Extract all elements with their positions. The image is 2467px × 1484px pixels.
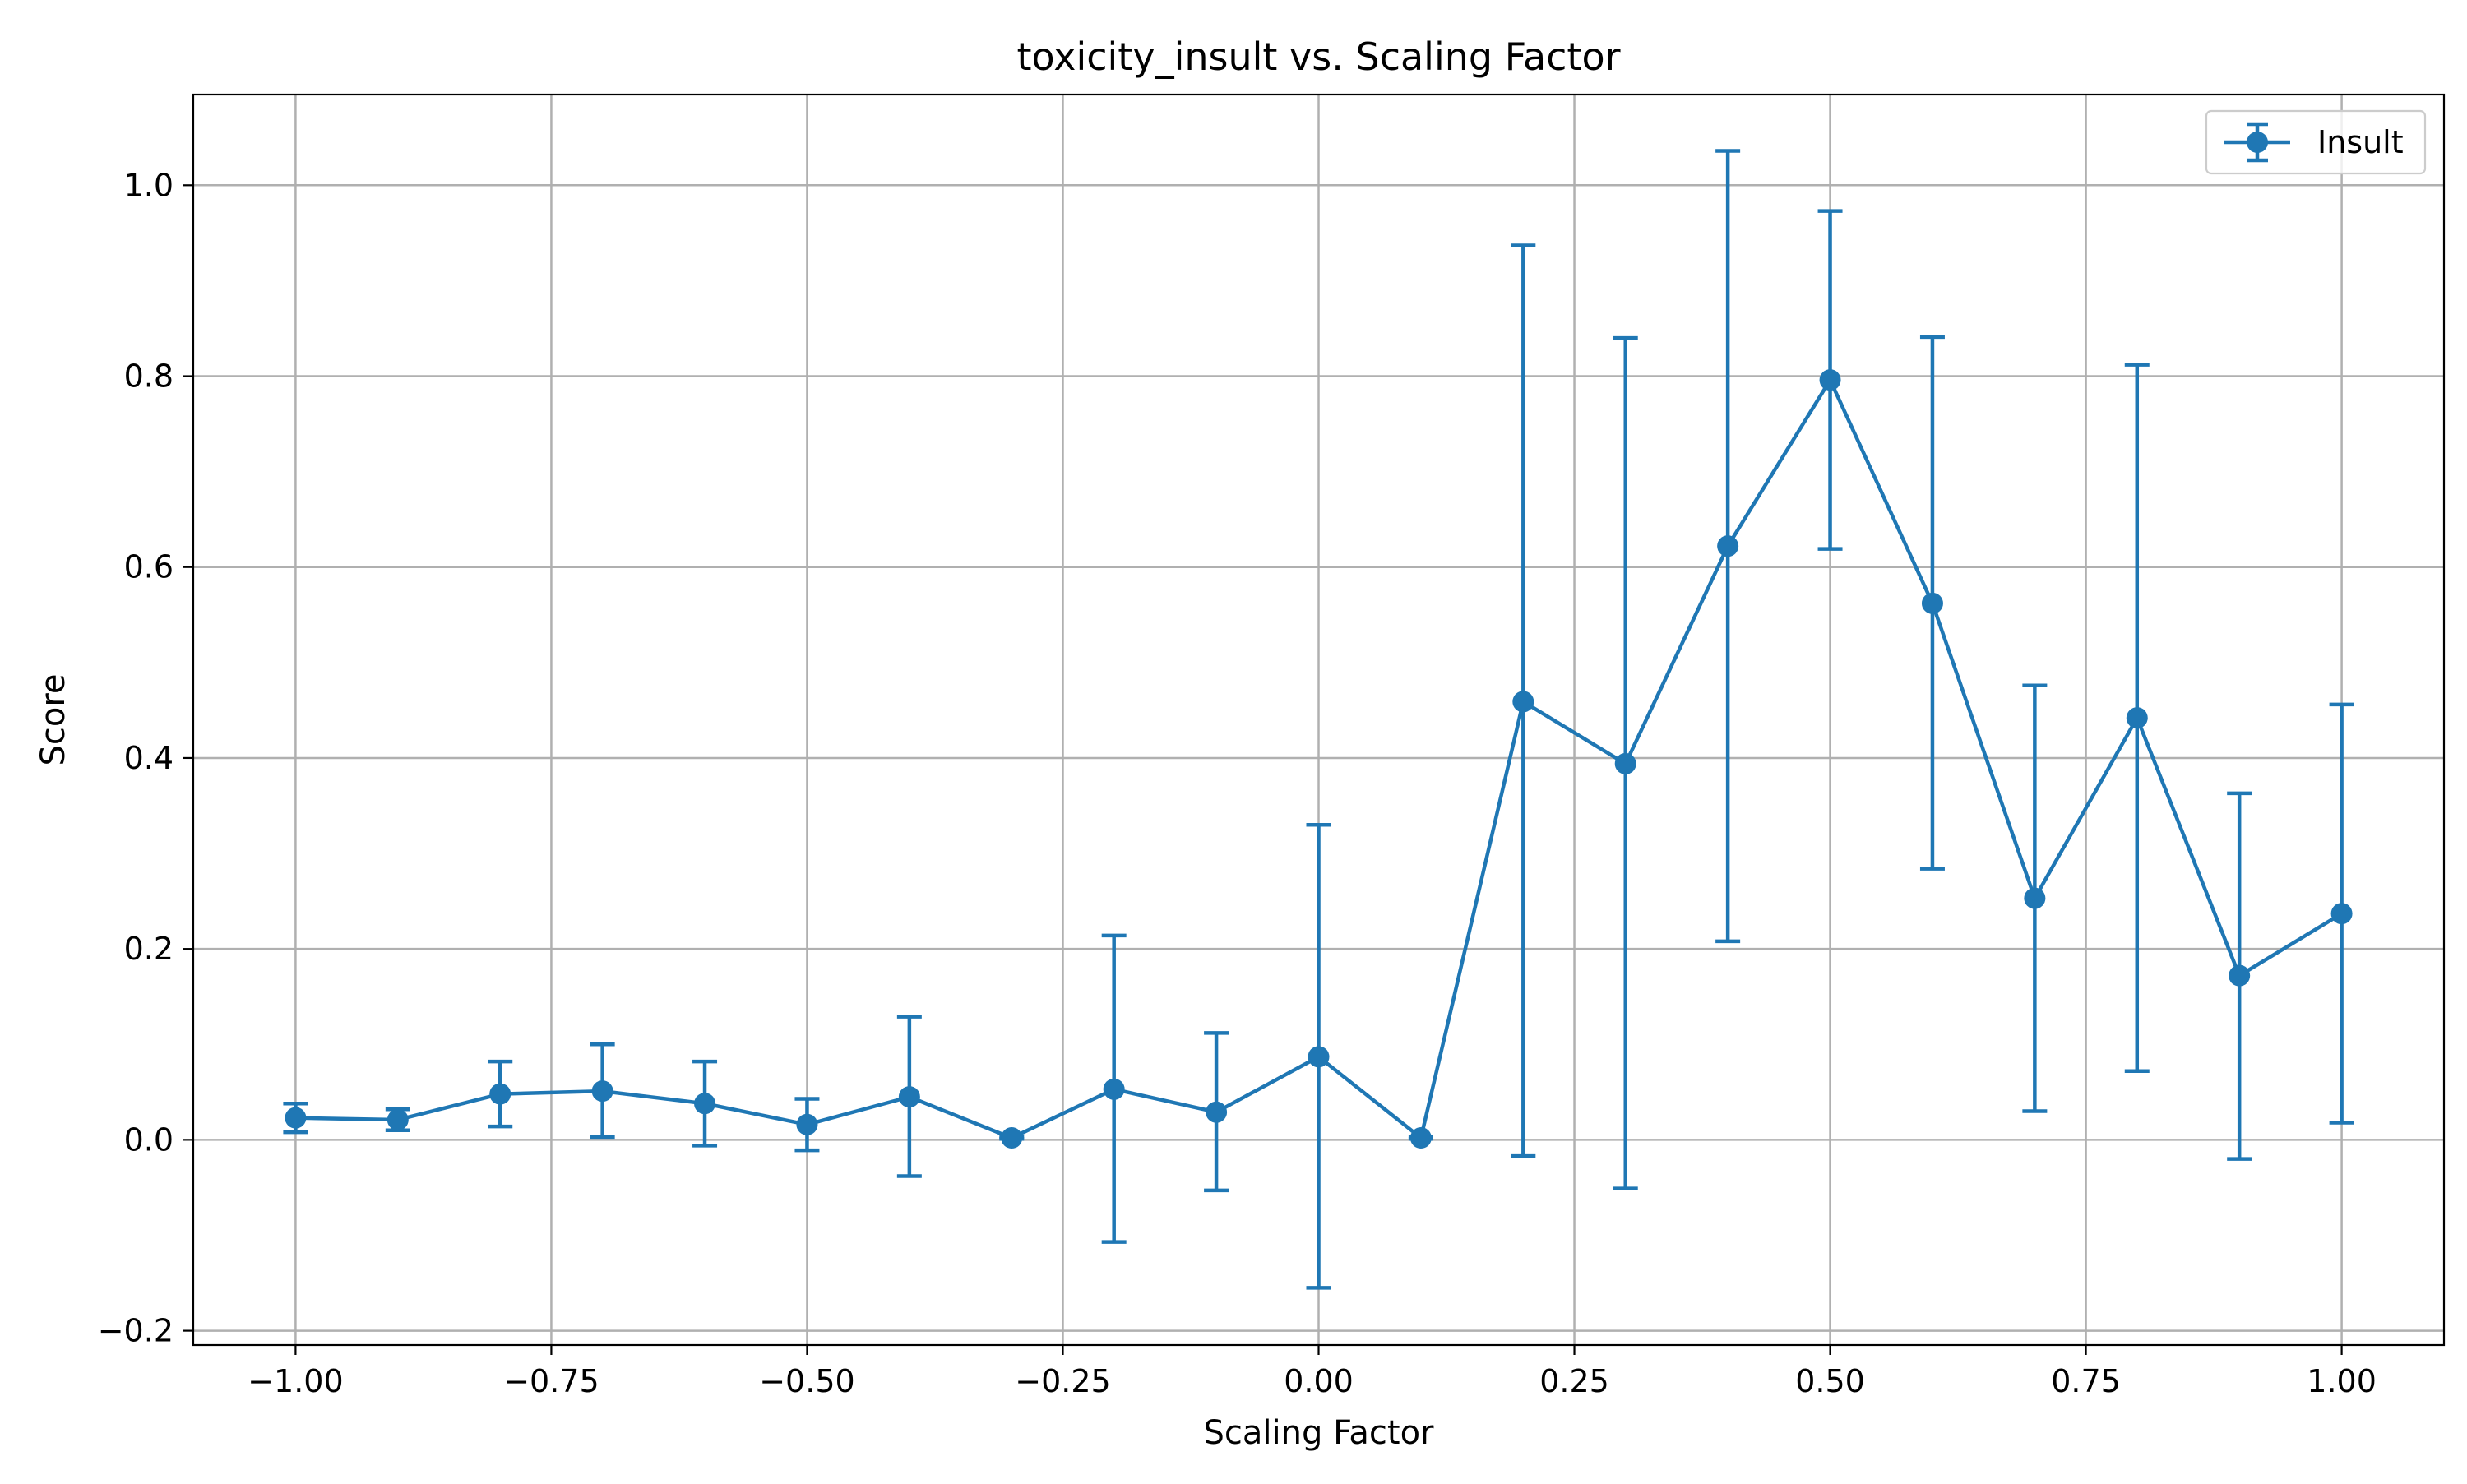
data-point — [1409, 1127, 1432, 1149]
legend-swatch-marker — [2247, 132, 2268, 153]
data-point — [1512, 691, 1534, 713]
x-tick-label: −0.50 — [759, 1363, 854, 1399]
data-point — [898, 1086, 920, 1108]
grid-layer — [193, 95, 2444, 1345]
data-point — [285, 1107, 307, 1129]
y-tick-label: −0.2 — [98, 1313, 174, 1349]
y-tick-label: 0.8 — [124, 358, 174, 395]
x-tick-label: −1.00 — [248, 1363, 343, 1399]
data-point — [1819, 369, 1841, 391]
data-point — [1308, 1046, 1330, 1068]
x-tick-label: 0.00 — [1284, 1363, 1354, 1399]
data-point — [2229, 964, 2251, 987]
y-tick-label: 0.4 — [124, 740, 174, 776]
y-tick-label: 0.6 — [124, 549, 174, 585]
x-tick-label: 0.50 — [1795, 1363, 1865, 1399]
x-tick-label: −0.75 — [503, 1363, 599, 1399]
x-tick-label: 1.00 — [2307, 1363, 2377, 1399]
series-layer — [283, 149, 2354, 1290]
data-point — [2126, 707, 2148, 729]
data-point — [1206, 1101, 1228, 1123]
y-tick-label: 0.0 — [124, 1121, 174, 1158]
data-point — [2330, 903, 2353, 925]
legend-swatch-insult — [2224, 122, 2290, 163]
y-axis-title: Score — [35, 673, 72, 765]
legend: Insult — [2205, 109, 2427, 175]
data-point — [1614, 752, 1636, 774]
data-point — [591, 1080, 613, 1103]
data-point — [1717, 535, 1739, 557]
data-point — [386, 1108, 409, 1130]
data-point — [694, 1093, 716, 1115]
y-tick-label: 1.0 — [124, 167, 174, 203]
x-axis-title: Scaling Factor — [1203, 1414, 1434, 1452]
legend-box — [2205, 109, 2427, 175]
data-point — [1921, 592, 1943, 614]
data-point — [796, 1113, 818, 1135]
tick-layer: −1.00 −0.75 −0.50 −0.25 0.00 0.25 0.50 0.75 1.00… — [98, 167, 2377, 1399]
data-point — [1001, 1127, 1023, 1149]
data-point — [2024, 887, 2046, 909]
legend-label-insult: Insult — [2317, 124, 2404, 160]
chart-title: toxicity_insult vs. Scaling Factor — [1016, 35, 1620, 79]
x-tick-label: −0.25 — [1015, 1363, 1110, 1399]
y-tick-label: 0.2 — [124, 931, 174, 967]
x-tick-label: 0.75 — [2051, 1363, 2121, 1399]
x-tick-label: 0.25 — [1539, 1363, 1609, 1399]
data-point — [1103, 1078, 1125, 1100]
data-point — [489, 1083, 511, 1105]
